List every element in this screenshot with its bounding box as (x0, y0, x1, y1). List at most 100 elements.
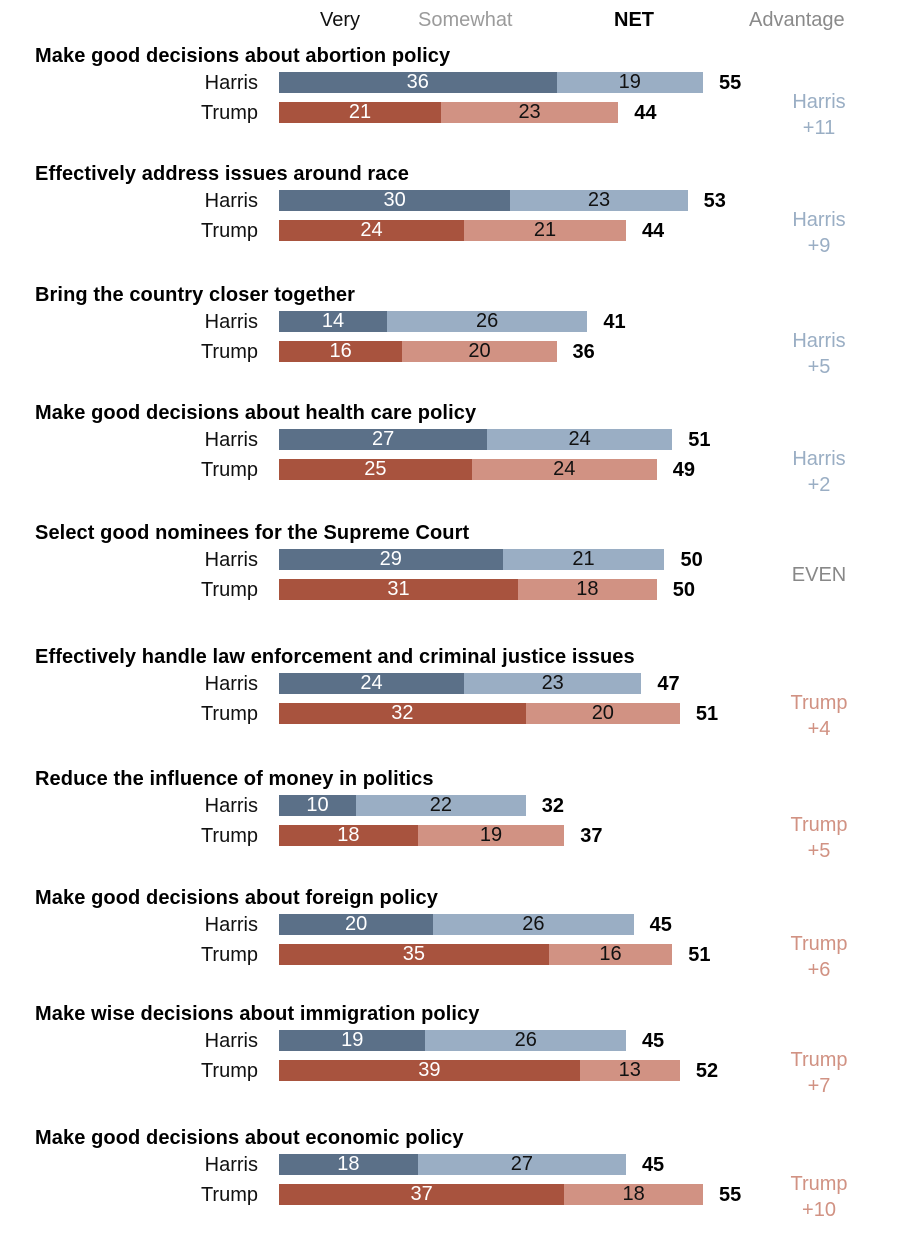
trump-net-label: 52 (695, 1060, 719, 1082)
advantage-label: Harris (792, 209, 846, 231)
advantage-margin: +5 (807, 356, 831, 378)
item-title: Make wise decisions about immigration po… (35, 1003, 480, 1025)
harris-net-label: 45 (641, 1030, 665, 1052)
advantage-label: Harris (792, 448, 846, 470)
trump-row-label: Trump (200, 220, 258, 242)
harris-somewhat-bar: 22 (356, 795, 526, 816)
harris-somewhat-bar: 26 (433, 914, 634, 935)
column-header-very: Very (320, 9, 361, 31)
harris-very-bar: 29 (279, 549, 503, 570)
harris-net-label: 55 (719, 72, 742, 94)
harris-somewhat-bar: 26 (425, 1030, 626, 1051)
advantage-margin: +5 (807, 840, 831, 862)
item-title: Select good nominees for the Supreme Cou… (35, 522, 470, 544)
item-title: Make good decisions about health care po… (35, 402, 477, 424)
trump-row-label: Trump (200, 579, 258, 601)
harris-very-bar: 36 (279, 72, 557, 93)
harris-row-label: Harris (204, 190, 258, 212)
harris-row-label: Harris (204, 72, 258, 94)
advantage-margin: +10 (802, 1199, 836, 1221)
trump-somewhat-bar: 16 (548, 944, 673, 965)
harris-very-bar: 24 (279, 673, 465, 694)
advantage-margin: +6 (807, 959, 831, 981)
harris-very-bar: 18 (279, 1154, 418, 1175)
trump-very-bar: 18 (279, 825, 418, 846)
harris-net-label: 47 (657, 673, 680, 695)
trump-net-label: 36 (572, 341, 595, 363)
trump-net-label: 44 (641, 220, 665, 242)
harris-somewhat-bar: 24 (487, 429, 673, 450)
trump-somewhat-bar: 24 (471, 459, 657, 480)
column-header-advantage: Advantage (749, 9, 845, 31)
harris-somewhat-bar: 23 (510, 190, 688, 211)
trump-very-bar: 37 (279, 1184, 565, 1205)
harris-row-label: Harris (204, 311, 258, 333)
harris-very-bar: 27 (279, 429, 488, 450)
harris-somewhat-bar: 21 (502, 549, 665, 570)
advantage-margin: +9 (807, 235, 831, 257)
advantage-label: Trump (790, 1173, 848, 1195)
trump-somewhat-bar: 23 (440, 102, 619, 123)
trump-net-label: 50 (672, 579, 696, 601)
harris-net-label: 45 (641, 1154, 665, 1176)
advantage-margin: +2 (807, 474, 831, 496)
harris-net-label: 45 (649, 914, 672, 936)
harris-net-label: 41 (603, 311, 626, 333)
trump-net-label: 37 (580, 825, 603, 847)
column-header-net: NET (614, 9, 654, 31)
trump-row-label: Trump (200, 703, 258, 725)
trump-row-label: Trump (200, 1060, 258, 1082)
harris-row-label: Harris (204, 673, 258, 695)
advantage-margin: +11 (802, 117, 836, 139)
advantage-margin: +4 (807, 718, 831, 740)
trump-very-bar: 32 (279, 703, 526, 724)
harris-row-label: Harris (204, 429, 258, 451)
trump-net-label: 44 (634, 102, 657, 124)
trump-net-label: 55 (719, 1184, 742, 1206)
trump-very-bar: 24 (279, 220, 465, 241)
advantage-label: Trump (790, 933, 848, 955)
item-title: Reduce the influence of money in politic… (35, 768, 434, 790)
trump-row-label: Trump (200, 102, 258, 124)
trump-very-bar: 21 (279, 102, 441, 123)
trump-row-label: Trump (200, 459, 258, 481)
harris-somewhat-bar: 26 (386, 311, 588, 332)
trump-net-label: 49 (672, 459, 696, 481)
item-title: Bring the country closer together (35, 284, 356, 306)
harris-net-label: 32 (541, 795, 564, 817)
trump-somewhat-bar: 19 (417, 825, 565, 846)
harris-somewhat-bar: 19 (556, 72, 704, 93)
harris-very-bar: 19 (279, 1030, 426, 1051)
trump-somewhat-bar: 21 (464, 220, 626, 241)
item-title: Effectively handle law enforcement and c… (35, 646, 635, 668)
trump-row-label: Trump (200, 944, 258, 966)
trump-very-bar: 35 (279, 944, 549, 965)
advantage-margin: +7 (807, 1075, 831, 1097)
trump-net-label: 51 (695, 703, 719, 725)
harris-net-label: 51 (688, 429, 711, 451)
harris-somewhat-bar: 27 (417, 1154, 626, 1175)
trump-somewhat-bar: 20 (525, 703, 680, 724)
harris-row-label: Harris (204, 795, 258, 817)
trump-somewhat-bar: 18 (518, 579, 657, 600)
item-title: Make good decisions about foreign policy (35, 887, 438, 909)
harris-row-label: Harris (204, 914, 258, 936)
trump-very-bar: 25 (279, 459, 472, 480)
trump-row-label: Trump (200, 825, 258, 847)
harris-row-label: Harris (204, 549, 258, 571)
trump-somewhat-bar: 13 (579, 1060, 680, 1081)
item-title: Make good decisions about abortion polic… (35, 45, 451, 67)
trump-somewhat-bar: 18 (564, 1184, 704, 1205)
harris-very-bar: 20 (279, 914, 434, 935)
harris-net-label: 53 (703, 190, 726, 212)
harris-very-bar: 10 (279, 795, 357, 816)
trump-row-label: Trump (200, 1184, 258, 1206)
harris-somewhat-bar: 23 (464, 673, 642, 694)
item-title: Effectively address issues around race (35, 163, 409, 185)
harris-net-label: 50 (680, 549, 703, 571)
harris-row-label: Harris (204, 1154, 258, 1176)
trump-very-bar: 31 (279, 579, 518, 600)
trump-very-bar: 39 (279, 1060, 580, 1081)
harris-very-bar: 30 (279, 190, 511, 211)
advantage-label: Trump (790, 692, 848, 714)
